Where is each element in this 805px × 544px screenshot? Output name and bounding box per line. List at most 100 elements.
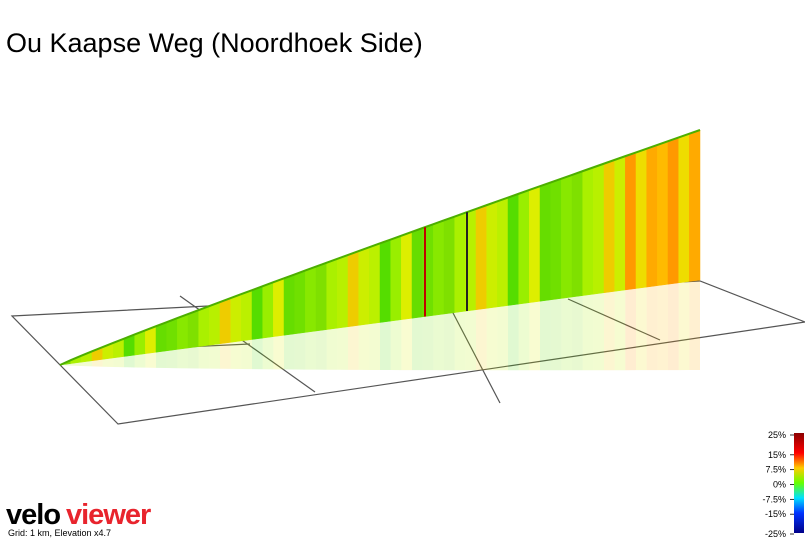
profile-segment [379,239,391,323]
profile-reflection [380,321,391,371]
profile-segment [614,155,626,292]
profile-reflection [518,302,530,371]
colorbar [794,433,804,533]
colorbar-tick-label: 15% [768,450,786,460]
colorbar-tick-label: -15% [765,509,786,519]
profile-reflection [412,316,423,371]
profile-segment [646,144,658,288]
profile-reflection [444,312,455,371]
profile-reflection [550,298,562,371]
profile-reflection [241,339,252,370]
colorbar-tick-label: 0% [773,480,786,490]
profile-segment [369,243,381,325]
profile-segment [507,193,519,306]
profile-segment [177,313,189,350]
profile-reflection [198,345,210,369]
profile-segment [550,178,562,301]
profile-reflection [476,308,487,371]
profile-reflection [177,348,188,369]
profile-reflection [92,359,103,367]
profile-segment [209,301,221,346]
profile-segment [454,212,466,313]
profile-reflection [113,356,124,368]
profile-reflection [262,336,274,370]
profile-segment [326,258,338,330]
profile-reflection [390,319,402,371]
colorbar-tick-label: -25% [765,529,786,539]
profile-segment [529,185,541,303]
profile-reflection [454,311,466,371]
profile-reflection [401,318,412,371]
profile-segment [433,219,445,316]
profile-segment [198,305,210,347]
profile-reflection [572,295,583,371]
profile-reflection [646,285,658,371]
profile-segment [358,246,370,326]
profile-reflection [102,357,114,367]
profile-reflection [465,309,476,371]
logo-viewer: viewer [66,499,151,531]
elevation-profile [59,129,701,371]
profile-reflection [369,322,380,370]
profile-reflection [337,326,348,370]
profile-segment [262,281,274,339]
profile-segment [582,167,594,296]
profile-reflection [294,332,306,370]
profile-reflection [316,329,327,370]
colorbar-tick-label: 25% [768,430,786,440]
profile-reflection [166,349,178,369]
profile-segment [561,174,573,299]
profile-reflection [273,335,284,370]
profile-reflection [433,314,444,371]
profile-reflection [81,360,92,367]
profile-reflection [209,343,220,369]
profile-segment [401,231,413,320]
profile-reflection [529,301,540,371]
profile-segment [305,266,317,333]
profile-segment [678,133,690,284]
profile-top [59,129,701,366]
logo-velo: velo [6,499,60,531]
profile-segment [689,129,701,282]
profile-reflection [625,288,636,371]
profile-reflection [422,315,434,371]
profile-reflection [156,350,167,369]
profile-reflection [497,305,508,371]
profile-segment [475,204,487,311]
profile-segment [390,235,402,322]
profile-segment [539,182,551,302]
profile-segment [241,289,253,342]
profile-reflection [220,342,231,369]
grid-note: Grid: 1 km, Elevation x4.7 [8,528,111,538]
profile-segment [603,159,615,294]
profile-reflection [657,284,668,371]
profile-reflection [124,355,135,368]
profile-segment [230,293,242,343]
profile-reflection [561,297,572,371]
profile-reflection [508,304,519,371]
profile-reflection [145,352,156,368]
colorbar-tick-label: -7.5% [762,494,786,504]
profile-reflection [305,331,316,370]
profile-reflection [668,282,679,371]
profile-reflection [636,287,647,371]
profile-segment [347,250,359,328]
profile-reflection [593,292,604,371]
profile-segment [518,189,530,305]
profile-reflection [614,289,626,371]
profile-reflection [689,280,700,371]
profile-segment [283,274,295,336]
colorbar-tick-label: 7.5% [765,465,786,475]
profile-segment [443,216,455,315]
profile-segment [625,152,637,291]
profile-reflection [678,281,690,371]
profile-reflection [604,291,615,371]
profile-segment [657,140,669,286]
profile-reflection [188,346,199,369]
profile-segment [571,170,583,298]
profile-segment [273,277,285,337]
profile-reflection [230,340,242,370]
profile-segment [667,137,679,285]
chart-title: Ou Kaapse Weg (Noordhoek Side) [6,28,423,58]
profile-reflection [326,328,338,370]
